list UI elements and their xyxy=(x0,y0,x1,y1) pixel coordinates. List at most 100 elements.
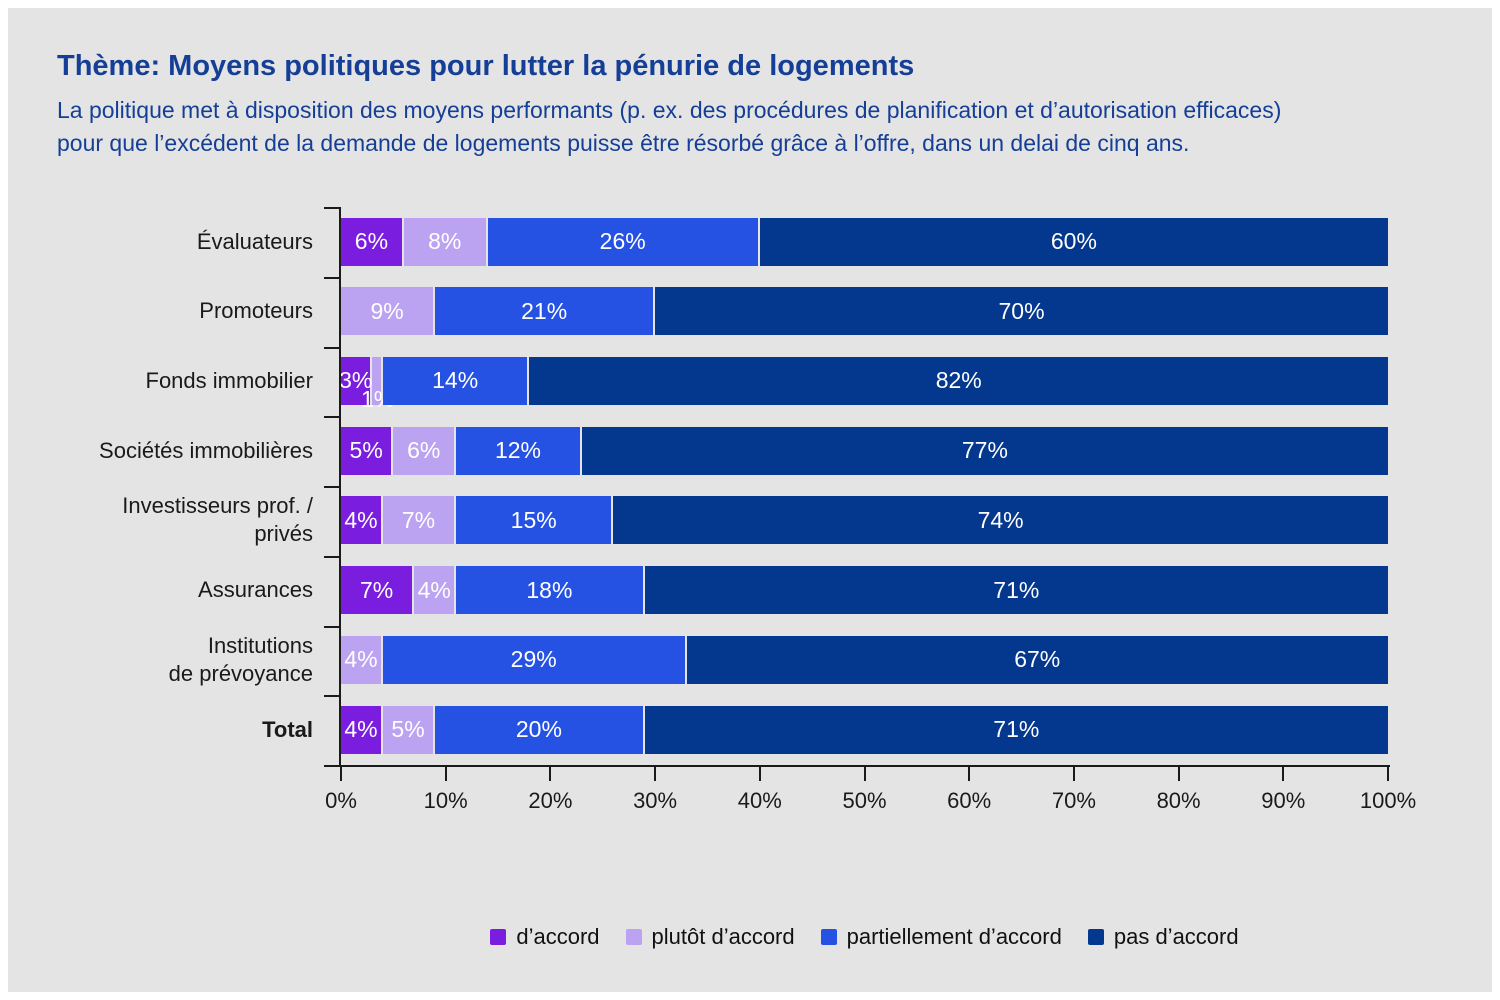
category-label-line: privés xyxy=(254,521,313,547)
bar-segment: 74% xyxy=(613,496,1388,545)
chart-title: Thème: Moyens politiques pour lutter la … xyxy=(57,50,915,82)
bar-value-label: 4% xyxy=(344,506,378,533)
x-tick xyxy=(1282,765,1285,781)
bar-segment: 26% xyxy=(487,217,758,266)
x-tick-label: 20% xyxy=(528,788,573,813)
x-tick xyxy=(444,765,447,781)
x-tick-label: 90% xyxy=(1261,788,1306,813)
bar-row: 6% 8% 26% 60% xyxy=(341,217,1388,266)
bar-value-label: 6% xyxy=(407,437,441,464)
bar-segment: 4% xyxy=(341,705,381,754)
x-tick-label: 30% xyxy=(633,788,678,813)
bar-value-label: 9% xyxy=(370,297,404,324)
category-label-line: Assurances xyxy=(198,577,313,603)
x-tick-label: 70% xyxy=(1051,788,1096,813)
category-label-line: Institutions xyxy=(207,632,313,658)
y-tick xyxy=(324,486,339,488)
bar-row: 4% 29% 67% xyxy=(341,635,1388,684)
bar-segment: 70% xyxy=(655,287,1388,336)
bar-value-label: 4% xyxy=(344,716,378,743)
y-tick xyxy=(324,276,339,279)
bar-value-label: 70% xyxy=(998,297,1045,324)
x-tick xyxy=(549,765,552,781)
bar-segment: 71% xyxy=(644,705,1388,754)
bar-value-label: 67% xyxy=(1014,646,1061,673)
bar-value-label: 18% xyxy=(526,576,573,603)
bar-value-label: 29% xyxy=(510,646,557,673)
chart-subtitle: La politique met à disposition des moyen… xyxy=(57,94,1281,160)
legend-label: d’accord xyxy=(516,924,600,949)
bar-row: 9% 21% 70% xyxy=(341,287,1388,336)
bar-row: 3% 1% 14% 82% xyxy=(339,356,1388,412)
y-tick xyxy=(324,207,339,209)
bar-segment: 29% xyxy=(382,635,685,684)
bar-segment: 14% xyxy=(382,356,528,405)
subtitle-line-1: La politique met à disposition des moyen… xyxy=(57,97,1282,123)
x-tick xyxy=(1072,765,1075,781)
bar-segment: 5% xyxy=(382,705,434,754)
bar-segment: 21% xyxy=(435,287,654,336)
x-tick-label: 60% xyxy=(947,788,992,813)
bar-value-label: 5% xyxy=(349,437,383,464)
bar-segment: 7% xyxy=(382,496,455,545)
bar-segment: 67% xyxy=(686,635,1388,684)
bar-segment: 4% xyxy=(341,635,381,684)
bar-segment: 12% xyxy=(456,426,580,475)
bar-segment: 71% xyxy=(644,566,1388,615)
y-tick xyxy=(324,555,339,558)
bar-value-label: 4% xyxy=(344,646,378,673)
x-tick xyxy=(863,765,866,781)
page: Thème: Moyens politiques pour lutter la … xyxy=(8,8,1492,992)
x-tick xyxy=(340,765,342,781)
bar-value-label: 15% xyxy=(510,506,557,533)
x-tick xyxy=(1177,765,1180,781)
legend-label: pas d’accord xyxy=(1113,924,1239,949)
bar-row: 4% 7% 15% 74% xyxy=(341,496,1388,545)
category-label-line: de prévoyance xyxy=(168,660,313,686)
y-tick xyxy=(324,625,339,628)
category-label-line: Investisseurs prof. / xyxy=(122,493,313,519)
legend-swatch-icon xyxy=(490,929,507,945)
bar-row: 5% 6% 12% 77% xyxy=(341,426,1388,475)
category-label-line: Total xyxy=(262,716,313,742)
x-tick xyxy=(1387,765,1389,781)
category-label-line: Évaluateurs xyxy=(196,228,313,254)
bar-value-label: 4% xyxy=(417,576,451,603)
bar-segment: 60% xyxy=(759,217,1388,266)
bar-segment: 82% xyxy=(529,356,1388,405)
bar-value-label: 26% xyxy=(599,228,646,254)
y-axis-line xyxy=(339,207,341,767)
bar-segment: 4% xyxy=(414,566,455,615)
bar-segment: 9% xyxy=(341,287,434,336)
bar-value-label: 6% xyxy=(354,228,389,254)
bar-value-label: 74% xyxy=(977,506,1024,533)
y-tick xyxy=(324,416,339,419)
x-tick xyxy=(968,765,971,781)
bar-value-label: 14% xyxy=(432,367,479,394)
bar-value-label: 60% xyxy=(1050,228,1097,254)
bar-value-label: 5% xyxy=(391,716,425,743)
bar-segment: 6% xyxy=(341,217,402,266)
category-label: Fonds immobilier xyxy=(8,367,314,395)
legend-label: partiellement d’accord xyxy=(846,924,1062,949)
legend-item: partiellement d’accord xyxy=(820,924,1062,950)
bar-segment: 77% xyxy=(581,426,1388,475)
category-label-line: Fonds immobilier xyxy=(145,367,314,393)
bar-segment: 20% xyxy=(435,705,643,754)
bar-value-label: 21% xyxy=(521,297,568,324)
x-tick xyxy=(758,765,761,781)
bar-value-label: 20% xyxy=(515,716,562,743)
legend-item: plutôt d’accord xyxy=(625,924,795,950)
bar-segment: 4% xyxy=(341,496,381,545)
category-label: Total xyxy=(8,716,313,744)
bar-value-label: 82% xyxy=(935,367,982,394)
legend-swatch-icon xyxy=(820,929,837,945)
bar-value-label: 3% xyxy=(339,367,373,394)
x-axis-line xyxy=(326,765,1390,767)
x-tick-label: 40% xyxy=(737,788,782,813)
bar-value-label: 8% xyxy=(428,228,462,254)
x-tick-label: 50% xyxy=(842,788,887,813)
category-label: Sociétés immobilières xyxy=(8,437,313,465)
bar-segment: 8% xyxy=(403,217,486,266)
